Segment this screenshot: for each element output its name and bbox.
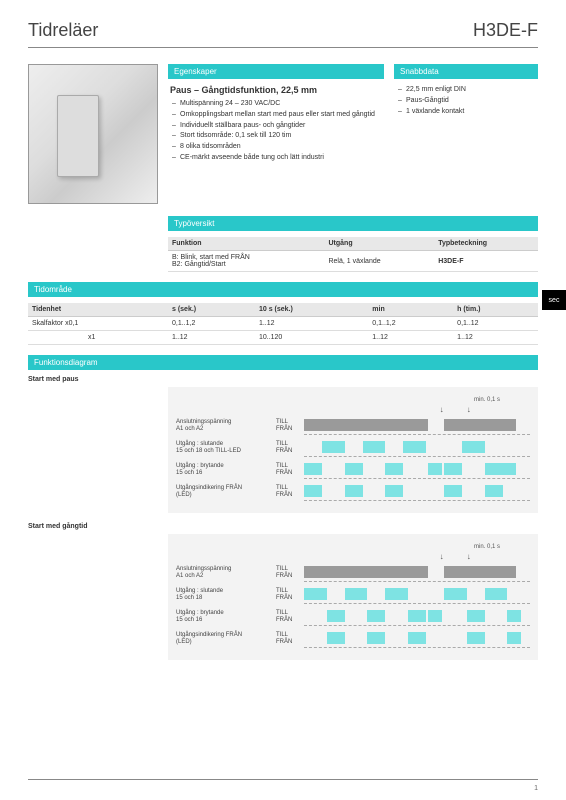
feature-item: Omkopplingsbart mellan start med paus el… bbox=[172, 110, 384, 120]
diag-row-states: TILL FRÅN bbox=[276, 441, 304, 454]
diag-row-label: Utgångsindikering FRÅN (LED) bbox=[176, 632, 276, 646]
td: 1..12 bbox=[168, 331, 255, 345]
page-title-right: H3DE-F bbox=[473, 20, 538, 41]
th: h (tim.) bbox=[453, 303, 538, 317]
feature-item: Multispänning 24 – 230 VAC/DC bbox=[172, 99, 384, 109]
td: Skalfaktor x0,1 bbox=[28, 317, 168, 331]
divider-top bbox=[28, 47, 538, 48]
timing-bars bbox=[304, 564, 530, 582]
td-typ: H3DE-F bbox=[434, 251, 538, 272]
page-number: 1 bbox=[534, 785, 538, 792]
tidomrade-table: Tidenhet s (sek.) 10 s (sek.) min h (tim… bbox=[28, 303, 538, 345]
diag-row-states: TILL FRÅN bbox=[276, 566, 304, 579]
timing-bars bbox=[304, 608, 530, 626]
th-utgang: Utgång bbox=[324, 237, 434, 251]
section-head-typoversikt: Typöversikt bbox=[168, 216, 538, 231]
section-head-snabbdata: Snabbdata bbox=[394, 64, 538, 79]
diagram-box-1: min. 0,1 s ↓↓ Anslutningsspänning A1 och… bbox=[168, 387, 538, 513]
td: 1..12 bbox=[453, 331, 538, 345]
diagram-note: min. 0,1 s bbox=[176, 544, 530, 550]
diag-row-states: TILL FRÅN bbox=[276, 419, 304, 432]
snabb-item: 1 växlande kontakt bbox=[398, 107, 538, 117]
timing-bars bbox=[304, 417, 530, 435]
feature-title: Paus – Gångtidsfunktion, 22,5 mm bbox=[168, 85, 384, 95]
th: 10 s (sek.) bbox=[255, 303, 368, 317]
diag-row-states: TILL FRÅN bbox=[276, 485, 304, 498]
divider-bottom bbox=[28, 779, 538, 780]
feature-item: CE-märkt avseende både tung och lätt ind… bbox=[172, 153, 384, 163]
page-title-left: Tidreläer bbox=[28, 20, 98, 41]
td-funktion: B: Blink, start med FRÅN B2: Gångtid/Sta… bbox=[168, 251, 324, 272]
snabb-item: Paus-Gångtid bbox=[398, 96, 538, 106]
td: x1 bbox=[28, 331, 168, 345]
diagram-label-2: Start med gångtid bbox=[28, 523, 538, 530]
feature-item: 8 olika tidsområden bbox=[172, 142, 384, 152]
diag-row-label: Utgång : brytande 15 och 16 bbox=[176, 463, 276, 477]
feature-list: Multispänning 24 – 230 VAC/DC Omkoppling… bbox=[168, 99, 384, 163]
th-funktion: Funktion bbox=[168, 237, 324, 251]
timing-bars bbox=[304, 439, 530, 457]
diag-row-states: TILL FRÅN bbox=[276, 632, 304, 645]
timing-bars bbox=[304, 630, 530, 648]
td: 1..12 bbox=[255, 317, 368, 331]
diag-row-label: Anslutningsspänning A1 och A2 bbox=[176, 566, 276, 580]
section-head-egenskaper: Egenskaper bbox=[168, 64, 384, 79]
diag-row-states: TILL FRÅN bbox=[276, 463, 304, 476]
td: 10..120 bbox=[255, 331, 368, 345]
snabb-item: 22,5 mm enligt DIN bbox=[398, 85, 538, 95]
td: 1..12 bbox=[368, 331, 453, 345]
product-image bbox=[28, 64, 158, 204]
feature-item: Stort tidsområde: 0,1 sek till 120 tim bbox=[172, 131, 384, 141]
td-utgang: Relä, 1 växlande bbox=[324, 251, 434, 272]
timing-bars bbox=[304, 586, 530, 604]
diag-row-states: TILL FRÅN bbox=[276, 588, 304, 601]
diagram-box-2: min. 0,1 s ↓↓ Anslutningsspänning A1 och… bbox=[168, 534, 538, 660]
td: 0,1..1,2 bbox=[168, 317, 255, 331]
diag-row-label: Anslutningsspänning A1 och A2 bbox=[176, 419, 276, 433]
section-head-funktionsdiagram: Funktionsdiagram bbox=[28, 355, 538, 370]
timing-bars bbox=[304, 461, 530, 479]
diagram-label-1: Start med paus bbox=[28, 376, 538, 383]
diagram-note: min. 0,1 s bbox=[176, 397, 530, 403]
th-typ: Typbeteckning bbox=[434, 237, 538, 251]
snabbdata-list: 22,5 mm enligt DIN Paus-Gångtid 1 växlan… bbox=[394, 85, 538, 116]
td: 0,1..12 bbox=[453, 317, 538, 331]
th: Tidenhet bbox=[28, 303, 168, 317]
feature-item: Individuellt ställbara paus- och gångtid… bbox=[172, 121, 384, 131]
typoversikt-table: Funktion Utgång Typbeteckning B: Blink, … bbox=[168, 237, 538, 272]
diag-row-label: Utgångsindikering FRÅN (LED) bbox=[176, 485, 276, 499]
timing-bars bbox=[304, 483, 530, 501]
diag-row-states: TILL FRÅN bbox=[276, 610, 304, 623]
side-tab: sec bbox=[542, 290, 566, 310]
th: min bbox=[368, 303, 453, 317]
td: 0,1..1,2 bbox=[368, 317, 453, 331]
diag-row-label: Utgång : brytande 15 och 16 bbox=[176, 610, 276, 624]
diag-row-label: Utgång : slutande 15 och 18 och TILL-LED bbox=[176, 441, 276, 455]
section-head-tidomrade: Tidområde bbox=[28, 282, 538, 297]
th: s (sek.) bbox=[168, 303, 255, 317]
diag-row-label: Utgång : slutande 15 och 18 bbox=[176, 588, 276, 602]
